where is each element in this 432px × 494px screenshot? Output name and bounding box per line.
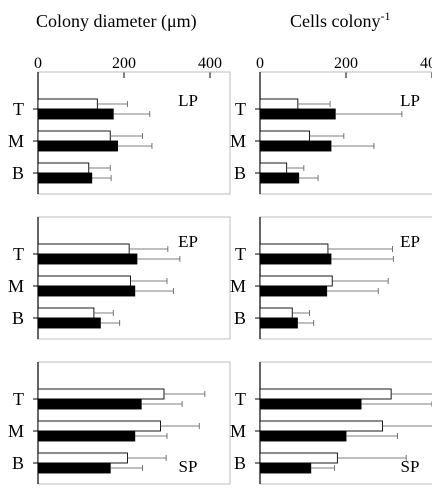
bar	[259, 452, 338, 464]
panel-label: SP	[401, 457, 420, 476]
bar	[259, 420, 384, 432]
tick-label: 200	[112, 55, 136, 72]
bar	[259, 162, 288, 174]
bar	[259, 462, 312, 474]
category-label: T	[235, 389, 246, 409]
tick-label: 0	[34, 55, 42, 72]
panel-sp-cells: SP TMB	[230, 361, 432, 485]
right-column-title: Cells colony-1	[290, 9, 391, 31]
bar	[259, 98, 299, 110]
category-label: B	[12, 308, 24, 328]
bar	[259, 398, 362, 410]
category-label: B	[12, 163, 24, 183]
bar	[37, 398, 142, 410]
bar	[37, 162, 90, 174]
bar	[259, 172, 300, 184]
bar	[259, 275, 333, 287]
category-label: M	[230, 421, 246, 441]
panel-ep-cells: EP TMB	[230, 216, 432, 340]
bar	[37, 130, 111, 142]
category-label: T	[13, 244, 24, 264]
left-column-title: Colony diameter (μm)	[36, 11, 197, 32]
bar	[37, 307, 95, 319]
category-label: M	[8, 276, 24, 296]
panel-lp-diameter: LP TMB	[8, 71, 231, 195]
category-label: M	[230, 131, 246, 151]
bar	[259, 140, 332, 152]
category-label: T	[235, 244, 246, 264]
bar	[259, 108, 336, 120]
panel-label: LP	[178, 91, 198, 110]
bar	[37, 420, 162, 432]
category-label: M	[8, 131, 24, 151]
tick-label: 400	[198, 55, 222, 72]
bar	[37, 317, 101, 329]
category-label: M	[230, 276, 246, 296]
bar	[259, 307, 293, 319]
panels: 02004000200400LPTMBLPTMBEPTMBEPTMBSPTMBS…	[8, 55, 432, 485]
panel-lp-cells: LP TMB	[230, 71, 432, 195]
category-label: M	[8, 421, 24, 441]
bar	[259, 243, 329, 255]
bar	[259, 285, 328, 297]
bar	[37, 108, 114, 120]
bar	[37, 140, 119, 152]
bar	[259, 253, 332, 265]
bar	[37, 253, 138, 265]
bar	[259, 317, 298, 329]
bar	[37, 430, 136, 442]
bar	[37, 388, 165, 400]
tick-label: 400	[420, 55, 432, 72]
bar	[259, 130, 310, 142]
bar	[37, 462, 111, 474]
bar	[37, 243, 130, 255]
category-label: B	[234, 163, 246, 183]
panel-ep-diameter: EP TMB	[8, 216, 231, 340]
category-label: B	[234, 308, 246, 328]
panel-label: SP	[179, 457, 198, 476]
category-label: B	[234, 453, 246, 473]
tick-label: 0	[256, 55, 264, 72]
bar	[259, 430, 347, 442]
panel-label: LP	[400, 91, 420, 110]
bar	[37, 275, 131, 287]
tick-label: 200	[334, 55, 358, 72]
bar	[37, 452, 128, 464]
panel-sp-diameter: SP TMB	[8, 361, 231, 485]
panel-label: EP	[400, 232, 420, 251]
panel-label: EP	[178, 232, 198, 251]
category-label: T	[13, 389, 24, 409]
category-label: B	[12, 453, 24, 473]
category-label: T	[235, 99, 246, 119]
bar	[37, 98, 98, 110]
bar	[37, 172, 93, 184]
bar	[37, 285, 136, 297]
bar	[259, 388, 392, 400]
category-label: T	[13, 99, 24, 119]
